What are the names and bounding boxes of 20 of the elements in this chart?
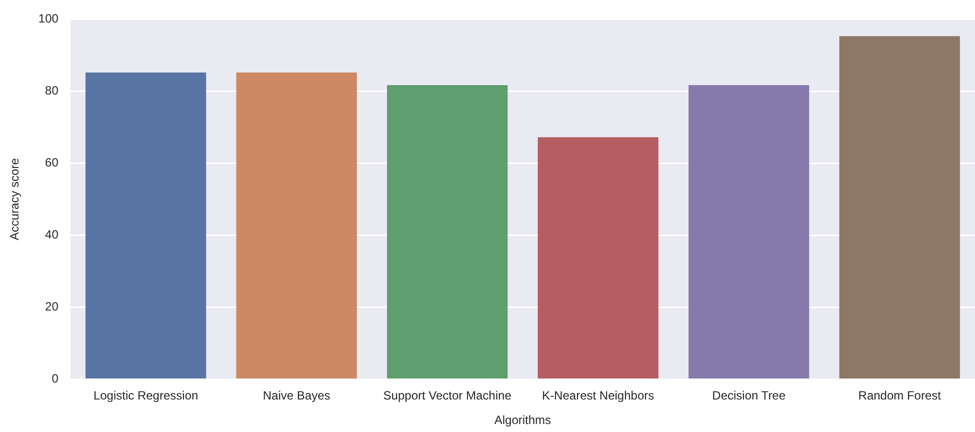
bar [839, 36, 960, 378]
x-tick-label: Random Forest [858, 388, 942, 403]
bar [86, 72, 206, 378]
y-tick-label: 40 [45, 228, 59, 242]
x-tick-label: Naive Bayes [262, 388, 330, 403]
x-tick-label: K-Nearest Neighbors [542, 388, 654, 403]
bar [236, 72, 357, 378]
y-tick-label: 80 [45, 84, 59, 98]
bar [387, 85, 508, 378]
y-axis-title: Accuracy score [8, 158, 22, 240]
y-tick-label: 20 [45, 300, 59, 314]
x-tick-label: Logistic Regression [93, 388, 198, 403]
y-tick-label: 0 [52, 372, 59, 386]
y-tick-label: 100 [38, 12, 59, 26]
bar [538, 137, 658, 378]
y-tick-label: 60 [45, 156, 59, 170]
x-axis-title: Algorithms [494, 413, 552, 428]
x-tick-label: Support Vector Machine [383, 388, 512, 403]
bar [688, 85, 810, 378]
x-tick-label: Decision Tree [712, 388, 786, 403]
